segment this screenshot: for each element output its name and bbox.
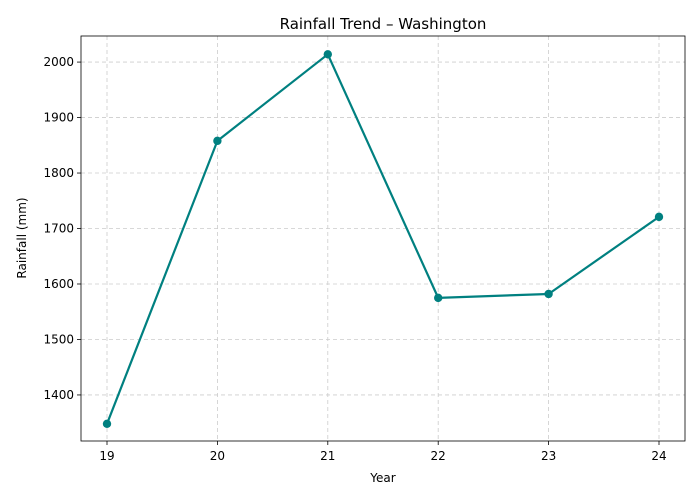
x-axis: 19 20 21 22 23 24: [99, 441, 667, 463]
grid-lines: [81, 36, 685, 441]
x-tick-label: 22: [431, 449, 446, 463]
series-line: [105, 53, 660, 425]
chart-title: Rainfall Trend – Washington: [280, 15, 487, 33]
y-axis-label: Rainfall (mm): [15, 197, 29, 278]
y-tick-label: 1400: [43, 388, 74, 402]
data-point: [434, 293, 443, 303]
data-point: [102, 419, 112, 429]
x-tick-label: 20: [210, 449, 225, 463]
plot-frame: [80, 35, 686, 442]
y-axis: 1400 1500 1600 1700 1800 1900 2000: [43, 55, 81, 402]
y-tick-label: 1600: [43, 277, 74, 291]
y-tick-label: 2000: [43, 55, 74, 69]
y-tick-label: 1700: [43, 222, 74, 236]
x-tick-label: 21: [320, 449, 335, 463]
data-point: [323, 50, 332, 59]
y-tick-label: 1800: [43, 166, 74, 180]
data-point: [213, 136, 222, 146]
x-tick-label: 19: [99, 449, 114, 463]
x-tick-label: 24: [651, 449, 666, 463]
y-tick-label: 1900: [43, 111, 74, 125]
series-layer: [102, 50, 664, 429]
data-point: [654, 212, 664, 222]
x-axis-label: Year: [369, 471, 395, 485]
x-tick-label: 23: [541, 449, 556, 463]
y-tick-label: 1500: [43, 332, 74, 346]
data-point: [544, 289, 553, 299]
